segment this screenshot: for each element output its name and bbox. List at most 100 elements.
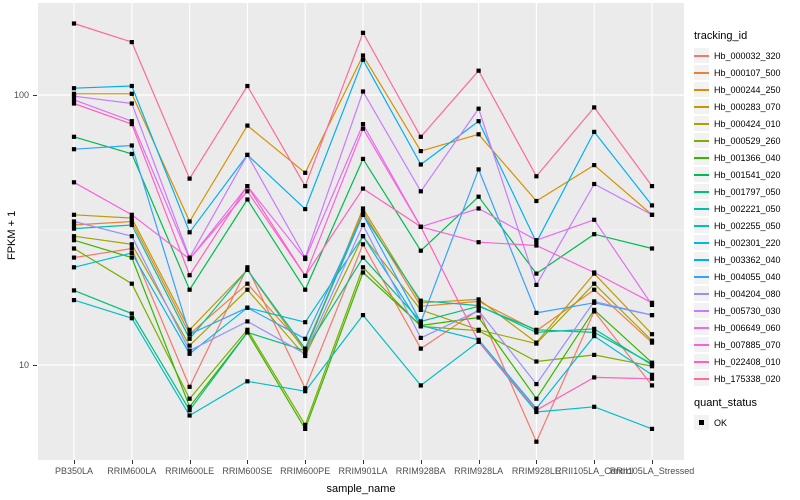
data-point	[303, 184, 308, 189]
data-point	[303, 426, 308, 431]
legend-item: Hb_004055_040	[694, 268, 798, 285]
data-point	[129, 119, 134, 124]
legend-key-box	[694, 184, 709, 199]
data-point	[476, 339, 481, 344]
data-point	[303, 170, 308, 175]
data-point	[245, 327, 250, 332]
data-point	[360, 265, 366, 270]
data-point	[245, 287, 250, 292]
data-point	[71, 219, 77, 224]
data-point	[476, 308, 481, 313]
data-point	[187, 230, 192, 235]
legend-key-line-icon	[694, 89, 709, 91]
data-point	[649, 426, 655, 431]
legend-item: Hb_002301_220	[694, 234, 798, 251]
data-point	[245, 305, 250, 310]
data-point	[592, 375, 597, 380]
legend-item-label: Hb_001366_040	[714, 152, 781, 163]
legend-item: Hb_000107_500	[694, 64, 798, 81]
legend-item: Hb_000424_010	[694, 115, 798, 132]
legend-key-box	[694, 303, 709, 318]
legend-item: Hb_000244_250	[694, 81, 798, 98]
y-axis-title: FPKM + 1	[6, 210, 18, 260]
data-point	[649, 332, 655, 337]
legend-item-label: Hb_175338_020	[714, 373, 781, 384]
x-tick-mark	[363, 460, 364, 464]
x-tick-mark	[74, 460, 75, 464]
data-point	[303, 320, 308, 325]
legend-item-label: Hb_000529_260	[714, 135, 781, 146]
data-point	[129, 91, 134, 96]
data-point	[534, 238, 539, 243]
data-point	[592, 281, 597, 286]
data-point	[360, 242, 366, 247]
data-point	[187, 327, 192, 332]
data-point	[418, 335, 423, 340]
legend-key-line-icon	[694, 55, 709, 57]
data-point	[649, 184, 655, 189]
data-point	[360, 30, 366, 35]
data-point	[649, 383, 655, 388]
legend-key-line-icon	[694, 378, 709, 380]
data-point	[71, 288, 77, 293]
data-point	[649, 338, 655, 343]
legend-key-box	[694, 337, 709, 352]
legend-key-line-icon	[694, 327, 709, 329]
legend-item-label: Hb_007885_070	[714, 339, 781, 350]
data-point	[245, 265, 250, 270]
y-tick-mark	[33, 95, 37, 96]
legend-key-box	[694, 320, 709, 335]
data-point	[129, 281, 134, 286]
data-point	[476, 194, 481, 199]
data-point	[476, 206, 481, 211]
data-point	[71, 101, 77, 106]
data-point	[245, 197, 250, 202]
data-point	[129, 222, 134, 228]
data-point	[187, 273, 192, 278]
data-point	[360, 122, 366, 127]
legend-key-line-icon	[694, 361, 709, 363]
legend-key-line-icon	[694, 293, 709, 295]
x-tick-label: RRII105LA_Stressed	[609, 466, 695, 476]
data-point	[360, 209, 366, 214]
data-point	[592, 287, 597, 292]
x-tick-label: RRIM600LA	[107, 466, 157, 476]
x-tick-label: RRIM600PE	[280, 466, 331, 476]
data-point	[418, 383, 423, 388]
data-point	[592, 352, 597, 357]
legend-item-label: Hb_000283_070	[714, 101, 781, 112]
legend-key-box	[694, 354, 709, 369]
legend-key-line-icon	[694, 174, 709, 176]
legend-item: Hb_000283_070	[694, 98, 798, 115]
data-point	[303, 336, 308, 341]
data-point	[187, 396, 192, 401]
x-tick-mark	[478, 460, 480, 464]
data-point	[592, 334, 597, 339]
data-point	[187, 219, 192, 224]
x-tick-mark	[420, 460, 422, 464]
data-point	[71, 180, 77, 185]
data-point	[418, 320, 423, 325]
data-point	[476, 106, 481, 111]
data-point	[534, 341, 539, 346]
data-point	[71, 234, 77, 239]
data-point	[129, 143, 134, 148]
legend-key-line-icon	[694, 259, 709, 261]
data-point	[129, 101, 134, 106]
legend-key-box	[694, 371, 709, 386]
legend-item-label: Hb_001541_020	[714, 169, 781, 180]
data-point	[71, 21, 77, 26]
legend-key-line-icon	[694, 106, 709, 108]
data-point	[592, 299, 597, 304]
data-point	[71, 226, 77, 231]
data-point	[592, 307, 597, 312]
data-point	[360, 270, 366, 275]
legend-title-quant-status: quant_status	[694, 397, 757, 409]
data-point	[534, 330, 539, 335]
data-point	[649, 246, 655, 251]
black-square-point-icon	[699, 420, 704, 425]
data-point	[303, 346, 308, 351]
legend-key-box	[694, 167, 709, 182]
y-tick-label: 100	[13, 90, 29, 100]
